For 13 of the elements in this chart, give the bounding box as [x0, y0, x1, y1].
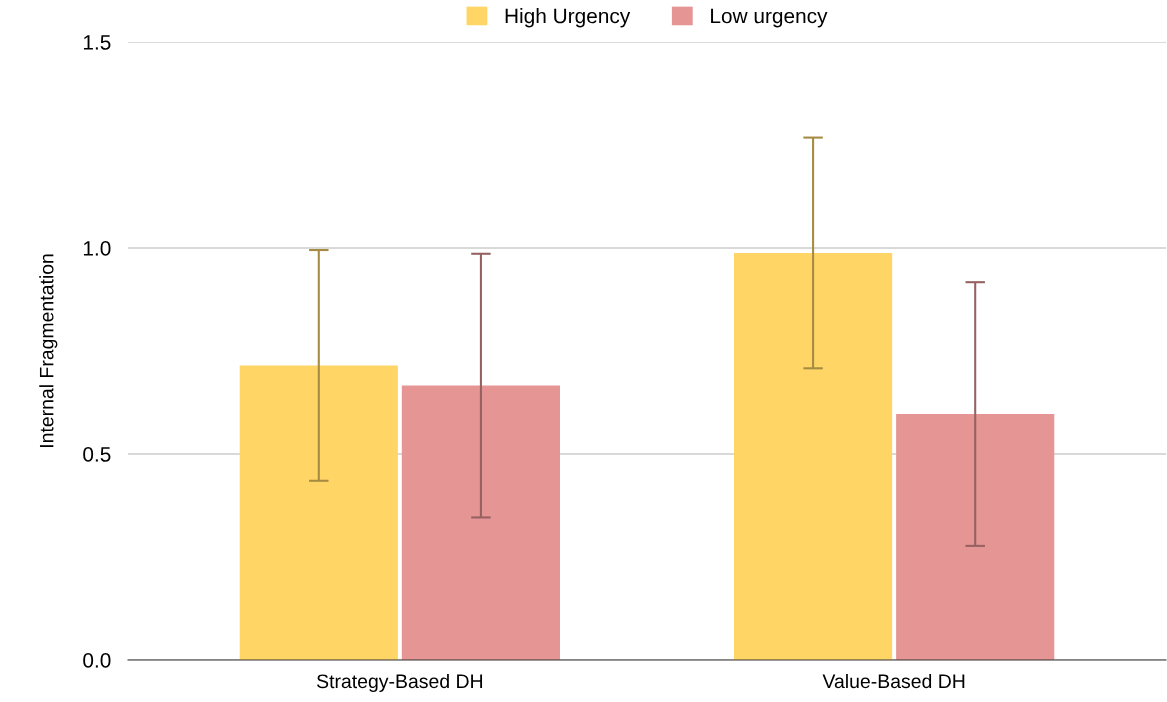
- bar: [239, 365, 398, 660]
- y-tick-label: 0.5: [83, 447, 111, 462]
- y-tick-label: 1.0: [83, 241, 111, 256]
- y-tick-label: 1.5: [83, 35, 111, 50]
- legend-label: High Urgency: [505, 8, 631, 28]
- bar: [896, 414, 1055, 660]
- x-tick-label: Value-Based DH: [822, 673, 965, 689]
- x-tick-label: Strategy-Based DH: [316, 673, 483, 693]
- bar: [733, 252, 893, 660]
- y-axis-title: Internal Fragmentation: [39, 254, 58, 448]
- legend-label: Low urgency: [711, 8, 828, 28]
- bar: [401, 385, 561, 660]
- y-tick-label: 0.0: [83, 653, 111, 668]
